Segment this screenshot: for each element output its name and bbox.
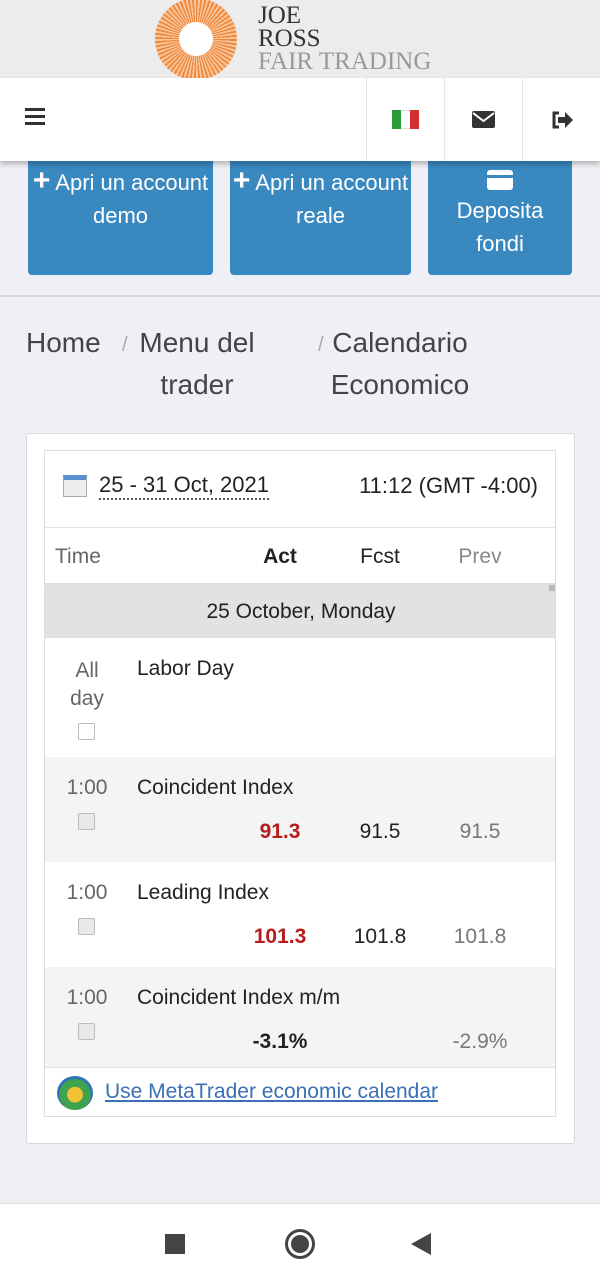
event-row[interactable]: All day Labor Day <box>45 638 555 757</box>
divider <box>0 295 600 297</box>
event-name: Labor Day <box>137 657 234 680</box>
event-name: Leading Index <box>137 881 269 904</box>
plus-icon: + <box>32 164 51 197</box>
logout-button[interactable] <box>522 78 600 161</box>
event-checkbox[interactable] <box>78 918 95 935</box>
open-demo-account-button[interactable]: + Apri un account demo <box>28 160 213 275</box>
day-header: 25 October, Monday <box>45 585 555 638</box>
event-time: 1:00 <box>66 776 108 799</box>
envelope-icon <box>472 111 495 128</box>
sun-logo-icon <box>155 0 237 80</box>
event-forecast: 91.5 <box>359 820 401 843</box>
logo-band: JOE ROSS FAIR TRADING <box>0 0 600 80</box>
breadcrumb-separator: / <box>318 334 324 356</box>
economic-calendar-widget: 25 - 31 Oct, 2021 11:12 (GMT -4:00) Time… <box>44 450 556 1117</box>
event-previous: 91.5 <box>459 820 501 843</box>
event-previous: 101.8 <box>453 925 507 948</box>
event-time: 1:00 <box>66 881 108 904</box>
calendar-icon <box>63 475 87 497</box>
breadcrumb-separator: / <box>122 334 128 356</box>
sign-out-icon <box>552 111 573 128</box>
metatrader-logo-icon <box>57 1076 93 1110</box>
col-fcst: Fcst <box>360 545 400 568</box>
plus-icon: + <box>232 164 251 197</box>
column-headers: Time Act Fcst Prev <box>45 528 555 585</box>
back-icon[interactable] <box>411 1233 431 1255</box>
event-time: 1:00 <box>66 986 108 1009</box>
event-name: Coincident Index m/m <box>137 986 341 1009</box>
event-actual: 91.3 <box>259 820 301 843</box>
button-label: Apri un account reale <box>255 170 409 228</box>
col-prev: Prev <box>458 545 502 568</box>
button-label: Deposita fondi <box>456 198 544 256</box>
credit-card-icon <box>487 170 513 190</box>
date-range-picker[interactable]: 25 - 31 Oct, 2021 <box>99 472 269 500</box>
logo-ross: ROSS <box>258 25 321 52</box>
breadcrumb-home[interactable]: Home <box>26 327 101 358</box>
event-row[interactable]: 1:00 Leading Index 101.3 101.8 101.8 <box>45 862 555 967</box>
event-checkbox[interactable] <box>78 723 95 740</box>
top-nav <box>0 78 600 161</box>
italy-flag-icon <box>392 110 419 129</box>
breadcrumb-economic-calendar: Calendario Economico <box>330 327 470 400</box>
android-nav-bar <box>0 1203 600 1283</box>
deposit-funds-button[interactable]: Deposita fondi <box>428 160 572 275</box>
event-checkbox[interactable] <box>78 1023 95 1040</box>
event-checkbox[interactable] <box>78 813 95 830</box>
col-act: Act <box>263 545 297 568</box>
breadcrumb-trader-menu[interactable]: Menu del trader <box>139 327 255 400</box>
home-icon[interactable] <box>285 1229 315 1259</box>
open-real-account-button[interactable]: + Apri un account reale <box>230 160 411 275</box>
event-forecast: 101.8 <box>353 925 407 948</box>
event-previous: -2.9% <box>452 1030 508 1053</box>
metatrader-calendar-link[interactable]: Use MetaTrader economic calendar <box>105 1080 439 1103</box>
event-actual: 101.3 <box>253 925 307 948</box>
logo-joe: JOE <box>258 2 302 29</box>
mail-button[interactable] <box>444 78 522 161</box>
language-button[interactable] <box>366 78 444 161</box>
event-row[interactable]: 1:00 Coincident Index 91.3 91.5 91.5 <box>45 757 555 862</box>
event-name: Coincident Index <box>137 776 294 799</box>
event-row[interactable]: 1:00 Coincident Index m/m -3.1% -2.9% <box>45 967 555 1067</box>
button-label: Apri un account demo <box>55 170 209 228</box>
event-time: All day <box>70 659 104 710</box>
recents-icon[interactable] <box>165 1234 185 1254</box>
col-time: Time <box>55 545 101 568</box>
scrollbar[interactable] <box>549 585 555 591</box>
event-actual: -3.1% <box>252 1030 308 1053</box>
hamburger-icon[interactable] <box>25 108 45 125</box>
metatrader-link-row: Use MetaTrader economic calendar <box>45 1067 555 1116</box>
current-time: 11:12 (GMT -4:00) <box>359 473 538 498</box>
calendar-header: 25 - 31 Oct, 2021 11:12 (GMT -4:00) <box>45 451 555 528</box>
logo-fair-trading: FAIR TRADING <box>258 48 432 75</box>
